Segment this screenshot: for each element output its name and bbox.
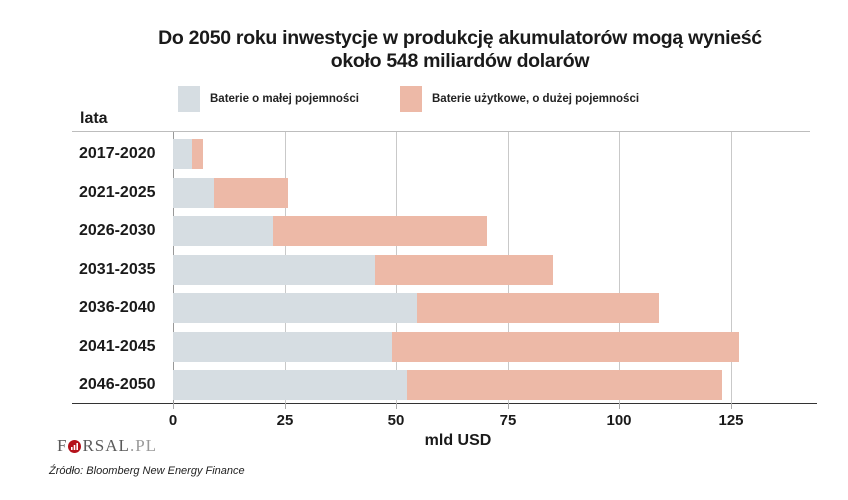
bar-large-capacity [416,293,659,323]
bar-large-capacity [407,370,723,400]
bar-small-capacity [173,139,193,169]
tick-mark [396,403,397,409]
logo-letter: F [57,436,68,455]
x-axis-line [72,403,817,404]
legend-item-small-capacity: Baterie o małej pojemności [178,86,359,112]
source-note: Źródło: Bloomberg New Energy Finance [49,465,245,477]
bar-small-capacity [173,293,417,323]
chart-title-line-2: około 548 miliardów dolarów [330,50,590,72]
tick-label: 0 [168,412,178,429]
bar-small-capacity [173,254,376,285]
tick-mark [173,403,174,409]
legend-swatch-pink [400,86,422,112]
chart-title-line-1: Do 2050 roku inwestycje w produkcję akum… [158,27,762,49]
bar-large-capacity [375,254,553,285]
legend-label: Baterie o małej pojemności [210,93,359,105]
tick-label: 100 [606,412,632,429]
category-label: 2017-2020 [79,145,156,162]
tick-label: 125 [718,412,744,429]
bar-large-capacity [192,139,204,169]
bar-small-capacity [173,216,273,246]
tick-label: 50 [387,412,405,429]
gridline-125 [731,132,732,403]
top-rule [72,131,810,132]
x-axis-title: mld USD [424,432,492,449]
category-label: 2021-2025 [79,183,156,201]
bar-large-capacity [214,177,289,208]
y-axis-title: lata [80,110,108,127]
category-label: 2036-2040 [79,299,156,316]
tick-mark [508,403,509,409]
tick-label: 25 [276,412,294,429]
category-label: 2031-2035 [79,260,156,278]
category-label: 2041-2045 [79,337,156,355]
category-label: 2026-2030 [79,222,156,239]
legend-item-large-capacity: Baterie użytkowe, o dużej pojemności [400,86,639,112]
tick-mark [619,403,620,409]
chart-title: Do 2050 roku inwestycje w produkcję akum… [120,27,800,73]
bar-large-capacity [391,331,740,362]
tick-mark [285,403,286,409]
logo-chart-icon [68,439,82,453]
bar-large-capacity [272,216,487,246]
bar-small-capacity [173,370,408,400]
bar-small-capacity [173,177,215,208]
tick-mark [731,403,732,409]
category-label: 2046-2050 [79,376,156,393]
forsal-logo: F RSAL .PL [57,436,157,456]
gridline-100 [619,132,620,403]
legend-label: Baterie użytkowe, o dużej pojemności [432,93,640,105]
legend-swatch-gray [178,86,200,112]
logo-suffix: .PL [129,436,158,455]
logo-text: RSAL [82,436,130,455]
tick-label: 75 [499,412,517,429]
bar-small-capacity [173,331,392,362]
